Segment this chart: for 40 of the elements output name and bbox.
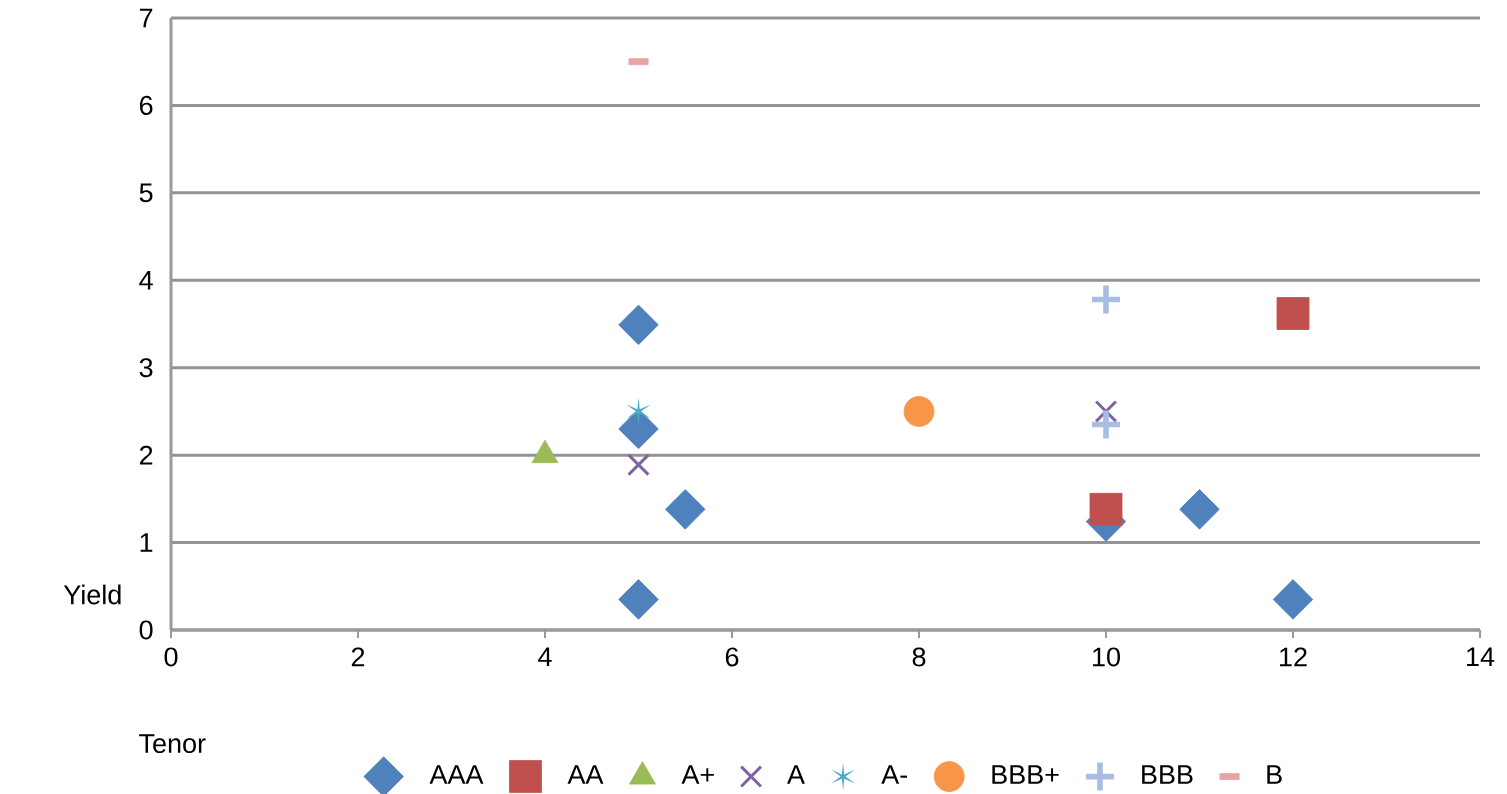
x-axis-title: Tenor xyxy=(139,734,206,754)
y-tick-label: 7 xyxy=(139,8,153,28)
x-tick-label: 14 xyxy=(1467,647,1495,666)
legend-label: A- xyxy=(881,765,907,784)
x-tick-label: 6 xyxy=(725,647,739,667)
y-tick-label: 6 xyxy=(139,95,153,115)
y-tick-label: 2 xyxy=(139,445,153,465)
x-tick-label: 4 xyxy=(538,647,552,666)
legend-label: BBB xyxy=(1142,765,1193,784)
point xyxy=(1276,297,1310,330)
y-tick-label: 5 xyxy=(139,183,153,203)
y-tick-label: 4 xyxy=(139,271,153,290)
point xyxy=(1272,579,1314,620)
x-tick-label: 0 xyxy=(164,647,178,667)
point xyxy=(618,579,659,620)
y-tick-label: 3 xyxy=(139,358,153,378)
legend-label: BBB+ xyxy=(992,765,1059,784)
point xyxy=(618,408,659,450)
legend-label: AA xyxy=(567,765,604,784)
x-tick-label: 2 xyxy=(351,647,365,667)
point xyxy=(627,453,650,477)
y-tick-label: 1 xyxy=(140,533,153,552)
x-tick-label: 12 xyxy=(1280,647,1307,667)
legend-label: A xyxy=(787,765,805,784)
y-tick-label: 0 xyxy=(139,620,153,640)
point xyxy=(1092,285,1121,314)
point xyxy=(903,396,935,427)
legend-label: B xyxy=(1267,765,1282,784)
point xyxy=(665,489,706,530)
point xyxy=(1179,489,1220,530)
x-tick-label: 8 xyxy=(912,647,926,667)
legend-label: AAA xyxy=(429,765,484,784)
x-tick-label: 10 xyxy=(1093,647,1120,667)
point xyxy=(1089,492,1123,526)
y-axis-title: Yield xyxy=(63,584,121,605)
point xyxy=(626,397,651,426)
legend-label: A+ xyxy=(681,765,714,784)
point xyxy=(618,304,659,346)
point xyxy=(1094,400,1118,423)
point xyxy=(1092,410,1121,439)
